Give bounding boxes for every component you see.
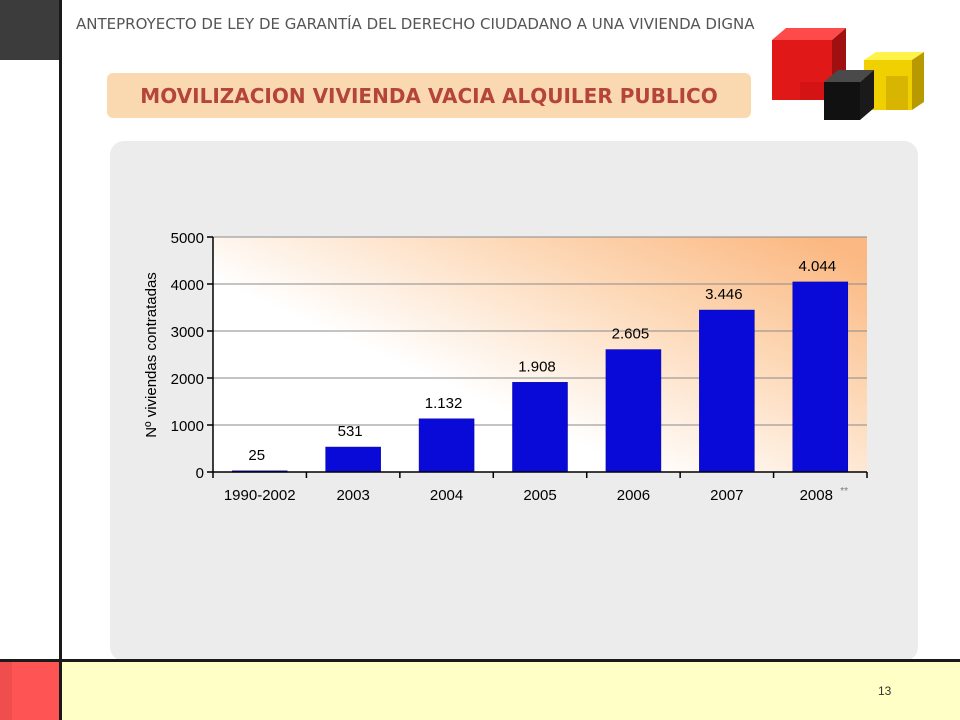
page-number: 13 bbox=[878, 684, 892, 698]
y-tick-label: 5000 bbox=[171, 230, 204, 247]
bar bbox=[418, 418, 475, 473]
data-label: 1.908 bbox=[518, 358, 556, 375]
y-tick-label: 4000 bbox=[171, 277, 204, 294]
category-label: 2004 bbox=[430, 487, 463, 504]
footer-bar bbox=[62, 662, 960, 720]
bar bbox=[792, 281, 849, 473]
y-tick-label: 0 bbox=[196, 465, 204, 482]
y-tick-label: 2000 bbox=[171, 371, 204, 388]
bar bbox=[325, 446, 381, 473]
footer-divider bbox=[0, 659, 960, 662]
category-label: 2006 bbox=[617, 487, 650, 504]
y-tick-label: 1000 bbox=[171, 418, 204, 435]
cubes-logo bbox=[772, 28, 924, 120]
bar bbox=[512, 382, 568, 473]
bar bbox=[699, 309, 755, 473]
category-label: 1990-2002 bbox=[224, 487, 296, 504]
bar-chart: 25 531 1.132 1.908 2.605 3.446 4.044 0 1000 2000… bbox=[143, 230, 868, 504]
category-label: 2005 bbox=[523, 487, 556, 504]
data-label: 3.446 bbox=[705, 286, 743, 303]
section-banner: MOVILIZACION VIVIENDA VACIA ALQUILER PUB… bbox=[107, 73, 751, 118]
corner-block bbox=[0, 0, 60, 60]
bar bbox=[605, 349, 662, 473]
data-label: 2.605 bbox=[612, 326, 650, 343]
data-label: 4.044 bbox=[799, 258, 837, 275]
footer-accent-inner bbox=[12, 662, 59, 720]
data-label: 25 bbox=[248, 447, 265, 464]
left-divider bbox=[59, 0, 62, 720]
category-note: ** bbox=[840, 486, 848, 497]
banner-title: MOVILIZACION VIVIENDA VACIA ALQUILER PUB… bbox=[140, 84, 718, 108]
y-axis-label: Nº viviendas contratadas bbox=[143, 272, 160, 438]
y-tick-label: 3000 bbox=[171, 324, 204, 341]
category-label: 2008 bbox=[800, 487, 833, 504]
data-label: 1.132 bbox=[425, 395, 463, 412]
category-label: 2007 bbox=[710, 487, 743, 504]
category-label: 2003 bbox=[336, 487, 369, 504]
data-label: 531 bbox=[338, 423, 363, 440]
document-title: ANTEPROYECTO DE LEY DE GARANTÍA DEL DERE… bbox=[76, 15, 755, 33]
